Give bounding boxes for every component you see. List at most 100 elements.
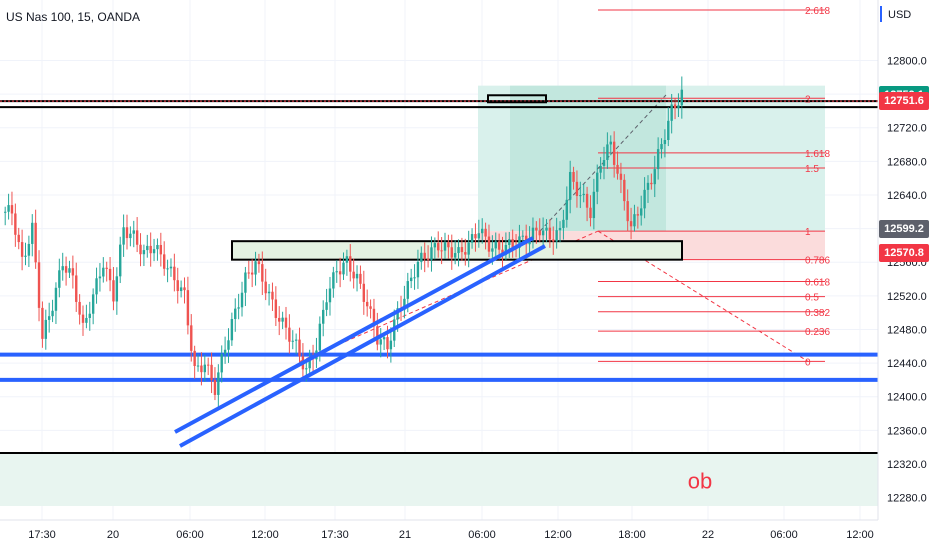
candle-body-39 <box>135 230 139 245</box>
y-tick-4: 12640.0 <box>887 190 927 202</box>
candle-body-80 <box>274 299 278 318</box>
candle-body-108 <box>369 306 372 309</box>
symbol-title[interactable]: US Nas 100, 15, OANDA <box>6 10 141 24</box>
candle-body-56 <box>193 350 196 367</box>
candle-body-6 <box>24 255 27 257</box>
candle-body-185 <box>629 221 633 227</box>
candle-body-137 <box>467 242 470 255</box>
x-tick-3: 12:00 <box>251 529 279 541</box>
candle-body-8 <box>31 222 34 244</box>
candle-body-40 <box>139 244 142 255</box>
fib-label-9: 0.236 <box>805 327 830 338</box>
candle-body-12 <box>44 319 47 339</box>
candle-body-164 <box>558 227 562 231</box>
candle-body-83 <box>284 317 288 328</box>
currency-label[interactable]: USD <box>888 9 912 21</box>
candle-body-198 <box>673 104 677 109</box>
candle-body-50 <box>173 266 176 281</box>
y-tick-10: 12400.0 <box>887 392 927 404</box>
candle-body-68 <box>234 308 237 320</box>
y-tick-13: 12280.0 <box>887 493 927 505</box>
candle-body-121 <box>413 277 416 279</box>
x-tick-5: 21 <box>399 529 411 541</box>
candle-body-182 <box>619 173 623 180</box>
candle-body-183 <box>623 179 626 202</box>
candle-body-139 <box>474 234 477 239</box>
candle-body-200 <box>680 89 684 106</box>
candle-body-188 <box>640 208 643 216</box>
candle-body-165 <box>562 219 565 228</box>
y-tick-9: 12440.0 <box>887 358 927 370</box>
candle-body-20 <box>71 268 75 276</box>
candle-body-63 <box>217 372 220 395</box>
candle-body-5 <box>20 242 24 257</box>
candle-body-129 <box>440 250 443 252</box>
candle-body-67 <box>230 319 234 341</box>
candle-body-79 <box>271 291 274 300</box>
fib-label-3: 1.5 <box>805 164 819 175</box>
candle-body-140 <box>477 233 481 239</box>
candle-body-94 <box>322 309 325 324</box>
candle-body-14 <box>51 310 54 317</box>
candle-body-58 <box>200 365 203 373</box>
candle-body-159 <box>541 230 545 236</box>
candle-body-141 <box>481 228 484 234</box>
candle-body-59 <box>203 364 207 373</box>
candle-body-90 <box>308 357 311 369</box>
candle-body-43 <box>149 245 152 254</box>
candle-body-30 <box>105 267 108 269</box>
candle-body-184 <box>626 201 629 222</box>
trendline-upper <box>174 236 534 434</box>
fib-diagonal-down <box>597 230 809 362</box>
candle-body-128 <box>437 243 440 251</box>
candle-body-52 <box>179 287 183 292</box>
candle-body-41 <box>142 250 146 255</box>
candle-body-160 <box>545 227 548 231</box>
candle-body-166 <box>565 199 568 220</box>
candle-body-119 <box>406 281 409 299</box>
candle-body-142 <box>484 228 487 237</box>
candle-body-101 <box>345 256 349 263</box>
fib-label-10: 0 <box>805 357 811 368</box>
y-tick-11: 12360.0 <box>887 425 927 437</box>
candle-body-150 <box>511 239 514 248</box>
candle-body-199 <box>677 105 680 109</box>
candle-body-123 <box>420 252 423 262</box>
candle-body-163 <box>555 230 558 242</box>
candle-body-76 <box>261 264 264 282</box>
candle-body-152 <box>518 236 521 248</box>
candle-body-156 <box>531 227 535 240</box>
candle-body-196 <box>667 120 670 141</box>
fib-label-5: 0.786 <box>805 256 830 267</box>
fib-label-2: 1.618 <box>805 149 830 160</box>
candle-body-33 <box>115 276 119 302</box>
candle-body-24 <box>85 317 88 323</box>
candle-body-1 <box>7 205 10 212</box>
y-tick-0: 12800.0 <box>887 55 927 67</box>
candle-body-4 <box>17 234 20 243</box>
candle-body-46 <box>159 244 163 255</box>
fib-label-1: 2 <box>805 94 811 105</box>
candle-body-57 <box>196 365 200 367</box>
candle-body-116 <box>396 308 399 320</box>
time-axis-bg <box>0 520 932 550</box>
small-box <box>487 94 547 104</box>
x-tick-1: 20 <box>107 529 119 541</box>
candle-body-173 <box>589 207 592 219</box>
candle-body-25 <box>88 313 91 318</box>
candle-body-74 <box>254 261 257 275</box>
y-tick-12: 12320.0 <box>887 459 927 471</box>
candle-body-161 <box>548 227 552 240</box>
candle-body-81 <box>278 317 281 322</box>
candle-body-35 <box>122 227 125 245</box>
candle-body-192 <box>653 169 656 185</box>
candle-body-26 <box>91 294 95 314</box>
candle-body-194 <box>660 144 663 150</box>
candle-body-189 <box>643 189 646 209</box>
candle-body-146 <box>497 241 501 250</box>
fib-label-4: 1 <box>805 227 811 238</box>
consolidation-box <box>231 240 683 261</box>
fib-label-7: 0.5 <box>805 293 819 304</box>
candle-body-61 <box>210 364 213 381</box>
